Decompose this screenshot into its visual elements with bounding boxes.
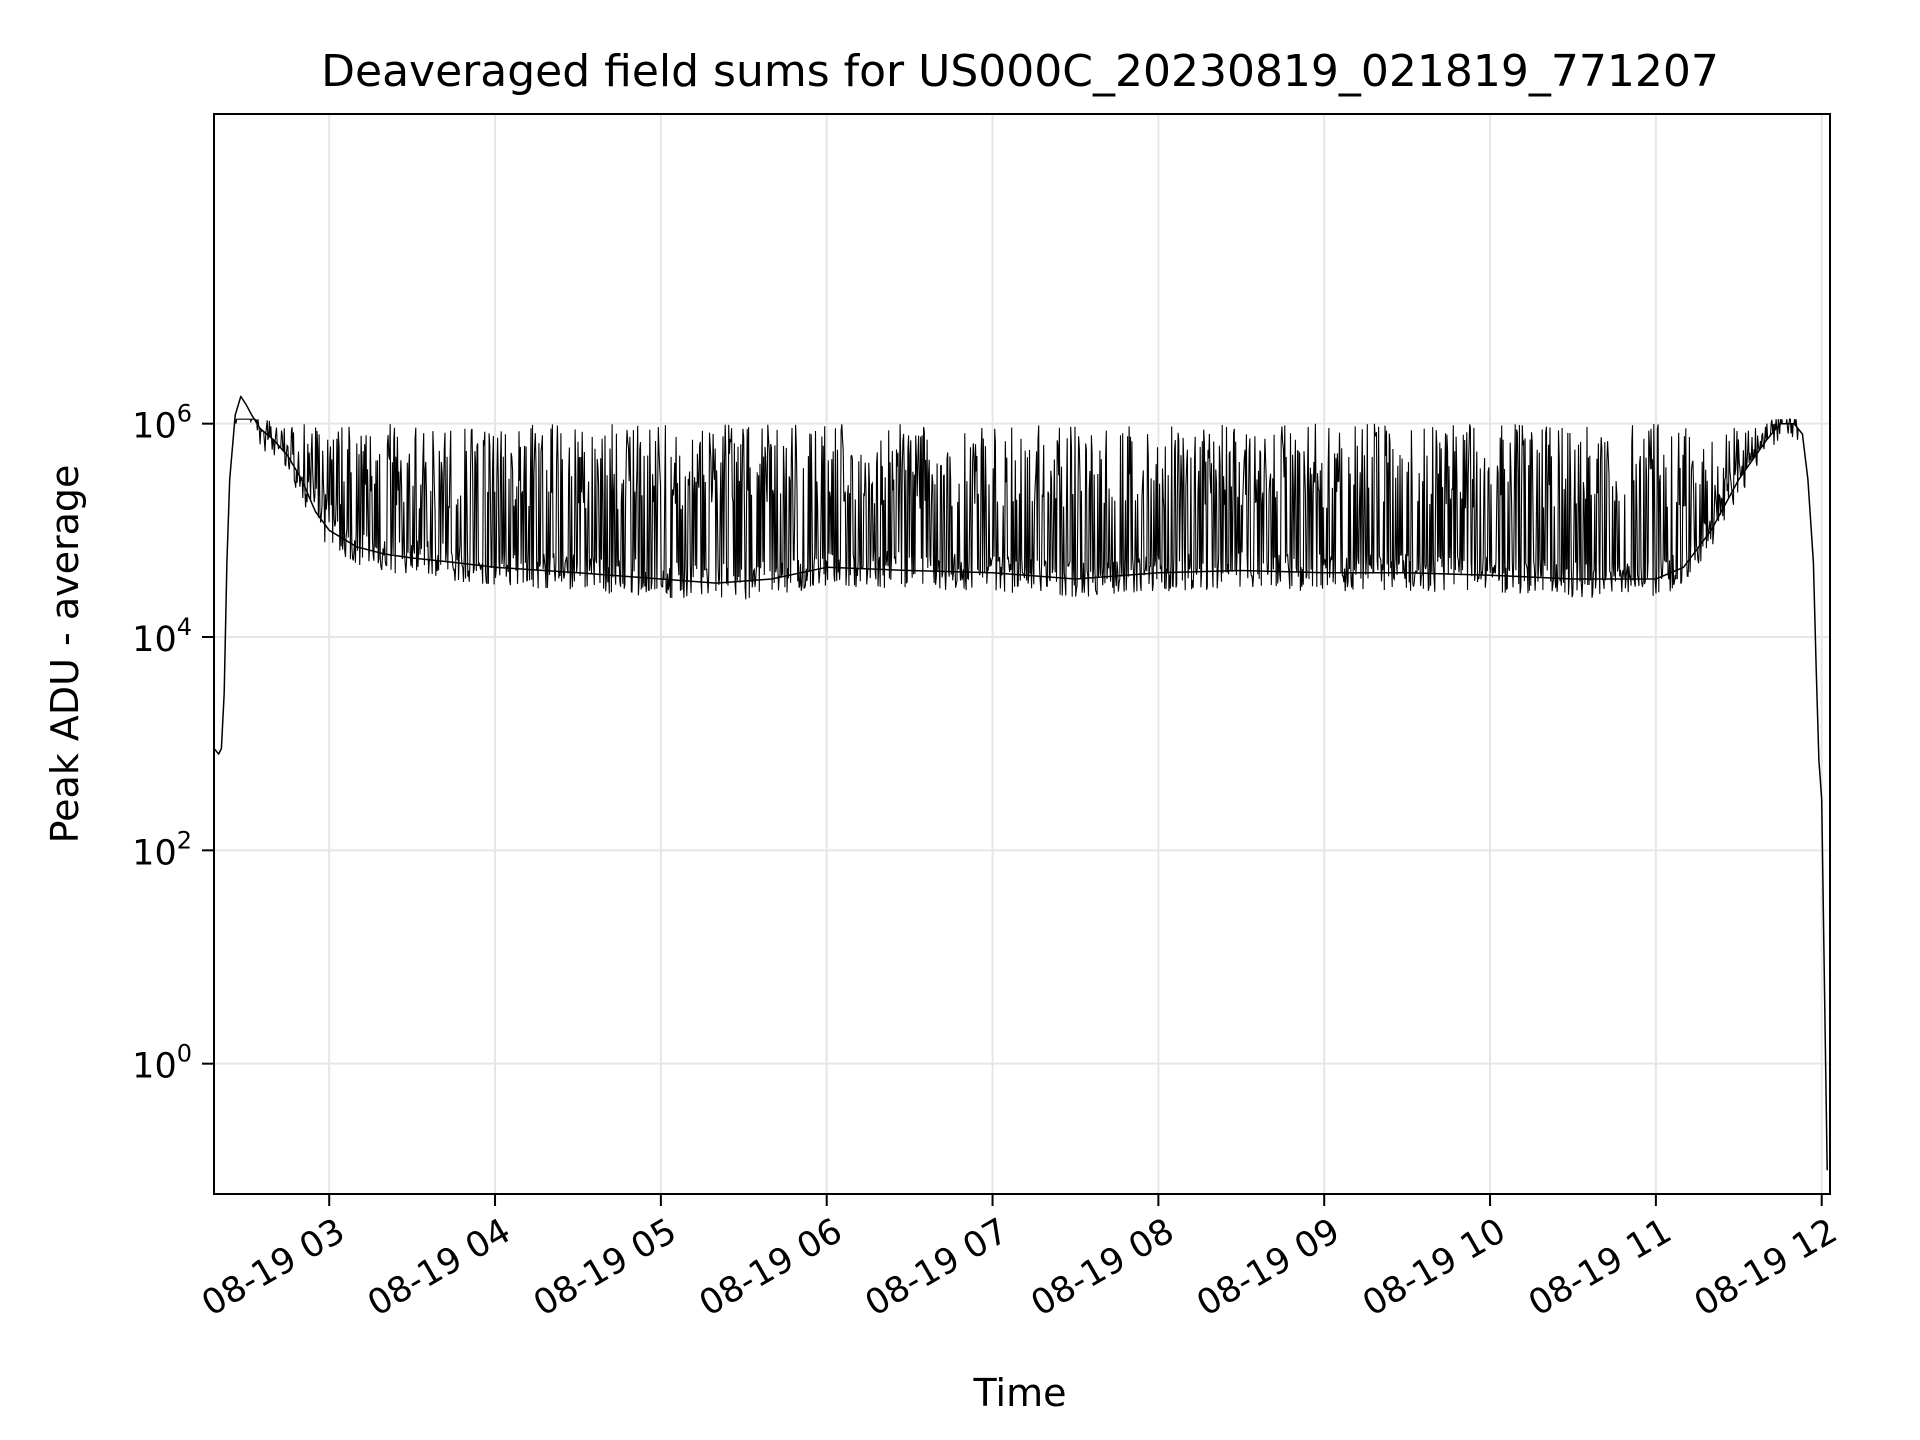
y-tick-label: 104 bbox=[132, 613, 192, 660]
y-tick-label: 106 bbox=[132, 400, 192, 447]
series-layer bbox=[213, 395, 1828, 1171]
y-tick-base: 10 bbox=[132, 1047, 177, 1087]
y-tick-base: 10 bbox=[132, 620, 177, 660]
chart-title: Deaveraged field sums for US000C_2023081… bbox=[321, 46, 1719, 97]
series-fluctuation bbox=[234, 418, 1801, 600]
y-tick-exponent: 4 bbox=[177, 613, 192, 641]
y-tick-base: 10 bbox=[132, 407, 177, 447]
grid-lines bbox=[214, 114, 1830, 1194]
y-axis-label: Peak ADU - average bbox=[43, 465, 87, 844]
y-tick-label: 100 bbox=[132, 1040, 192, 1087]
y-tick-base: 10 bbox=[132, 833, 177, 873]
x-axis-label: Time bbox=[973, 1371, 1067, 1415]
y-tick-label: 102 bbox=[132, 826, 192, 873]
y-tick-exponent: 6 bbox=[177, 400, 192, 428]
y-tick-exponent: 2 bbox=[177, 826, 192, 854]
y-tick-exponent: 0 bbox=[177, 1040, 192, 1068]
plot-frame bbox=[213, 113, 1831, 1195]
